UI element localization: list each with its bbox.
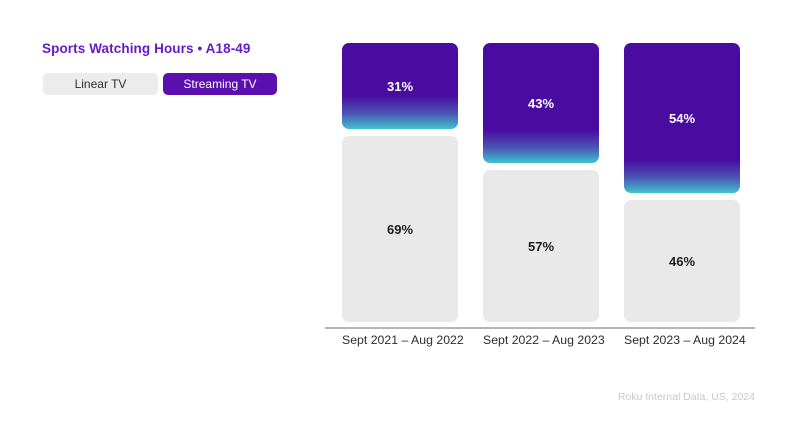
- linear-value-label: 69%: [386, 221, 414, 237]
- stacked-bar-chart: 31% 69% 43% 57% 54% 46%: [342, 43, 740, 322]
- chart-title: Sports Watching Hours • A18-49: [42, 41, 251, 56]
- x-axis-tick-label: Sept 2021 – Aug 2022: [342, 333, 464, 347]
- streaming-value-label: 31%: [386, 78, 414, 94]
- streaming-value-label: 43%: [527, 95, 555, 111]
- linear-tv-segment: 46%: [624, 200, 740, 322]
- x-axis-labels: Sept 2021 – Aug 2022 Sept 2022 – Aug 2023…: [342, 333, 746, 347]
- linear-value-label: 57%: [527, 238, 555, 254]
- legend-streaming-tv-button[interactable]: Streaming TV: [163, 73, 277, 95]
- bar-column: 31% 69%: [342, 43, 458, 322]
- linear-value-label: 46%: [668, 253, 696, 269]
- x-axis-tick-label: Sept 2022 – Aug 2023: [483, 333, 605, 347]
- bar-column: 54% 46%: [624, 43, 740, 322]
- source-note: Roku Internal Data, US, 2024: [617, 391, 755, 403]
- streaming-value-label: 54%: [668, 110, 696, 126]
- legend-linear-tv-button[interactable]: Linear TV: [43, 73, 158, 95]
- streaming-tv-segment: 43%: [483, 43, 599, 163]
- bar-column: 43% 57%: [483, 43, 599, 322]
- streaming-tv-segment: 31%: [342, 43, 458, 129]
- x-axis-tick-label: Sept 2023 – Aug 2024: [624, 333, 746, 347]
- x-axis-line: [325, 327, 755, 329]
- linear-tv-segment: 69%: [342, 136, 458, 322]
- linear-tv-segment: 57%: [483, 170, 599, 322]
- streaming-tv-segment: 54%: [624, 43, 740, 193]
- legend: Linear TV Streaming TV: [43, 73, 277, 95]
